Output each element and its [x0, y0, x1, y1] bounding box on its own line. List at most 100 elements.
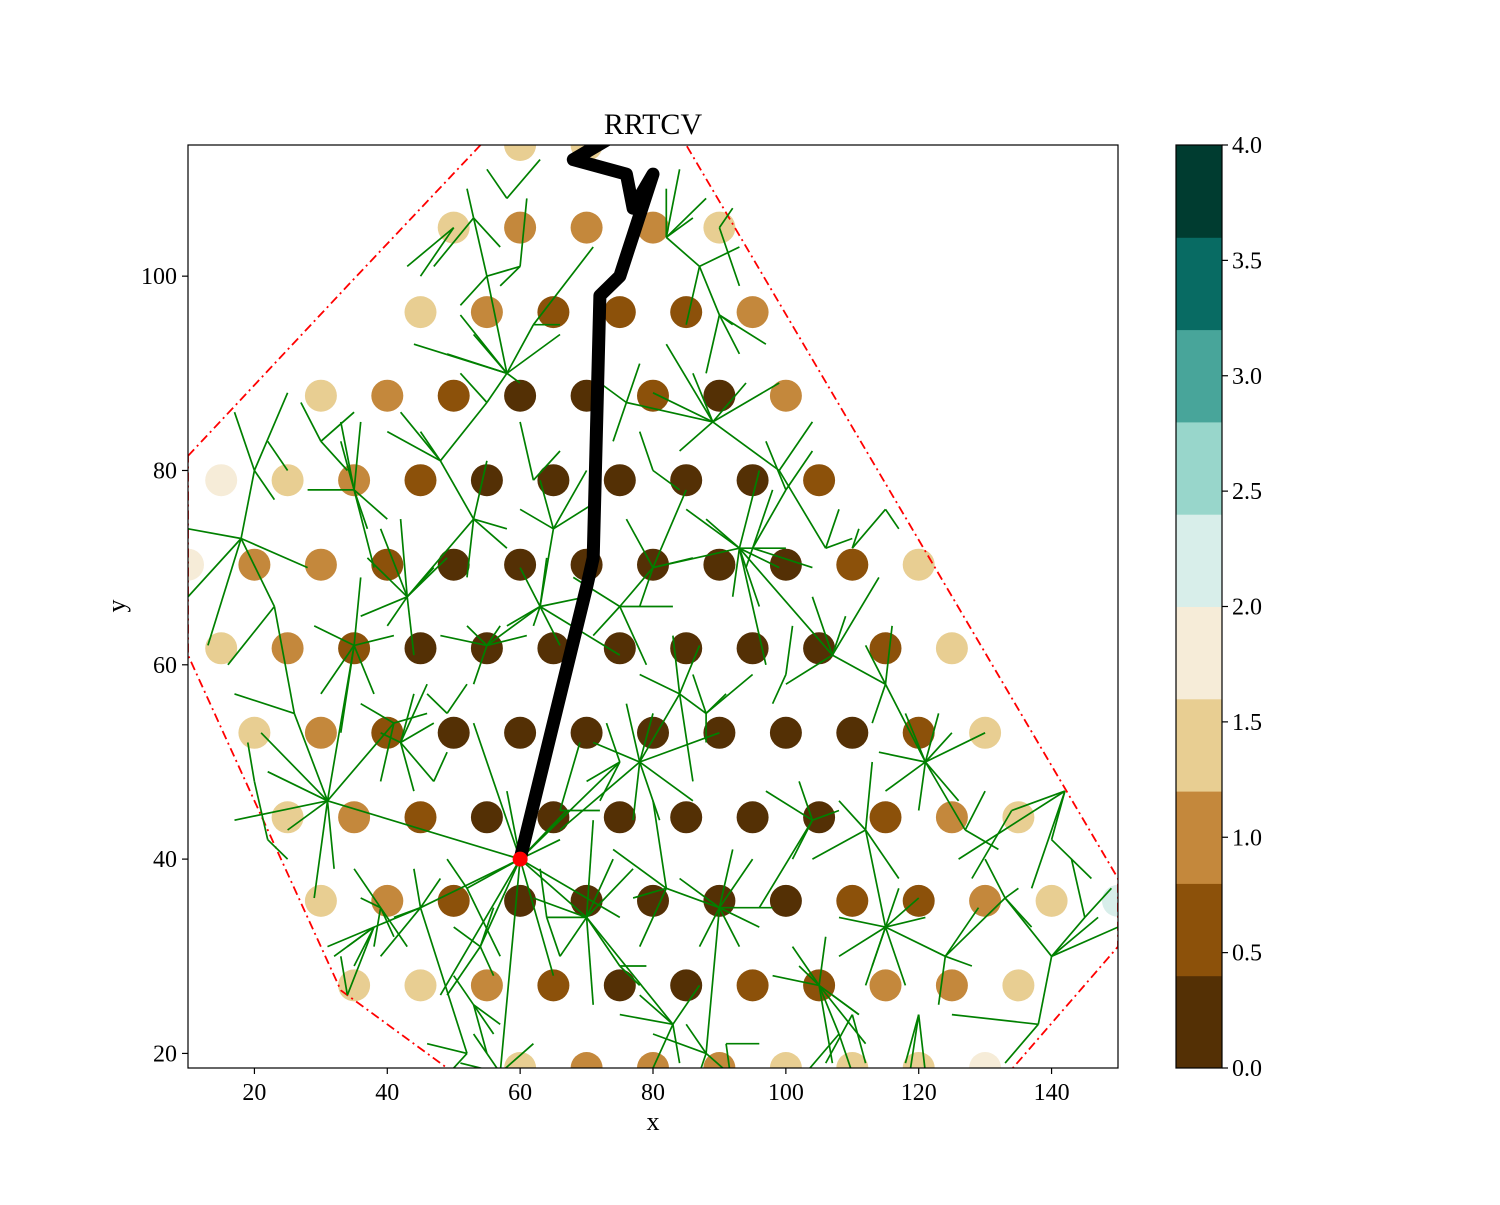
- tree-edge: [632, 761, 641, 821]
- tree-edge: [380, 732, 401, 744]
- tree-edge: [884, 508, 900, 530]
- cost-point: [902, 884, 935, 917]
- tree-edge: [1051, 926, 1118, 958]
- tree-edge: [831, 615, 847, 656]
- tree-edge: [519, 198, 528, 267]
- cost-point: [504, 211, 537, 244]
- tree-edge: [619, 567, 654, 608]
- tree-edge: [379, 907, 422, 957]
- tree-edge: [665, 343, 714, 423]
- tree-edge: [439, 460, 475, 520]
- cost-point: [470, 464, 503, 497]
- tree-edge: [984, 858, 1006, 899]
- colorbar-band: [1176, 237, 1222, 331]
- tree-edge: [420, 858, 521, 909]
- tree-edge: [625, 703, 641, 763]
- tree-edge: [533, 897, 587, 919]
- tree-edge: [373, 906, 421, 928]
- cost-point: [470, 801, 503, 834]
- tree-edge: [812, 809, 840, 821]
- tree-edge: [811, 829, 867, 860]
- tree-edge: [406, 226, 455, 268]
- tree-edge: [625, 363, 641, 403]
- tree-edge: [413, 868, 422, 908]
- tree-edge: [379, 528, 408, 598]
- tree-edge: [945, 955, 973, 967]
- cost-point: [836, 1052, 869, 1068]
- cost-point: [736, 632, 769, 665]
- y-tick-label: 40: [153, 847, 177, 873]
- tree-edge: [692, 372, 714, 423]
- tree-edge: [267, 839, 289, 860]
- tree-edge: [818, 985, 840, 1035]
- tree-edge: [785, 625, 794, 675]
- cost-point: [371, 379, 404, 412]
- cost-point: [504, 145, 537, 161]
- tree-edge: [339, 645, 355, 733]
- tree-edge: [884, 683, 927, 763]
- tree-edge: [824, 509, 840, 549]
- tree-edge: [924, 732, 953, 763]
- tree-edge: [625, 518, 654, 569]
- tree-edge: [778, 421, 814, 471]
- tree-edge: [453, 926, 481, 948]
- tree-edge: [924, 713, 940, 763]
- tree-edge: [679, 693, 707, 715]
- tree-edge: [785, 654, 833, 685]
- cost-point: [1035, 884, 1068, 917]
- tree-edge: [539, 479, 555, 530]
- tree-edge: [712, 382, 780, 423]
- tree-edge: [871, 683, 887, 724]
- cost-point: [603, 969, 636, 1002]
- cost-point: [504, 716, 537, 749]
- tree-edge: [838, 916, 886, 928]
- tree-edge: [705, 673, 754, 715]
- tree-edge: [944, 907, 980, 957]
- tree-edge: [884, 926, 907, 986]
- tree-edge: [452, 1052, 468, 1068]
- tree-edge: [785, 450, 814, 491]
- tree-edge: [472, 217, 488, 277]
- tree-edge: [638, 431, 654, 471]
- cost-point: [736, 296, 769, 329]
- tree-edge: [373, 907, 382, 947]
- tree-edge: [964, 790, 986, 831]
- tree-edge: [605, 722, 621, 763]
- cost-point: [437, 884, 470, 917]
- x-tick-label: 120: [901, 1080, 937, 1106]
- cost-point: [869, 632, 902, 665]
- tree-edge: [353, 868, 382, 909]
- tree-edge: [260, 732, 329, 802]
- tree-edge: [738, 548, 767, 665]
- cost-point: [902, 548, 935, 581]
- tree-edge: [718, 207, 734, 229]
- cost-point: [537, 801, 570, 834]
- tree-edge: [473, 518, 508, 549]
- colorbar-tick-label: 0.5: [1232, 941, 1262, 967]
- colorbar-band: [1176, 329, 1222, 423]
- tree-edge: [1051, 916, 1099, 957]
- tree-edge: [486, 276, 508, 374]
- tree-edge: [585, 868, 634, 918]
- tree-edge: [864, 829, 887, 928]
- tree-edge: [504, 1043, 534, 1068]
- tree-edge: [678, 693, 694, 782]
- tree-edge: [353, 421, 362, 490]
- tree-edge: [585, 916, 621, 967]
- tree-edge: [473, 518, 508, 530]
- tree-edge: [446, 946, 482, 996]
- colorbar-tick-label: 1.5: [1232, 710, 1262, 736]
- cost-point: [504, 884, 537, 917]
- cost-point: [1102, 884, 1118, 917]
- tree-edge: [1084, 887, 1113, 918]
- cost-point: [404, 464, 437, 497]
- cost-point: [769, 884, 802, 917]
- x-tick-label: 40: [375, 1080, 399, 1106]
- tree-edge: [519, 508, 554, 530]
- cost-point: [338, 464, 371, 497]
- y-tick-label: 100: [141, 264, 177, 290]
- colorbar-band: [1176, 145, 1222, 238]
- tree-edge: [1004, 887, 1019, 899]
- tree-edge: [619, 965, 641, 987]
